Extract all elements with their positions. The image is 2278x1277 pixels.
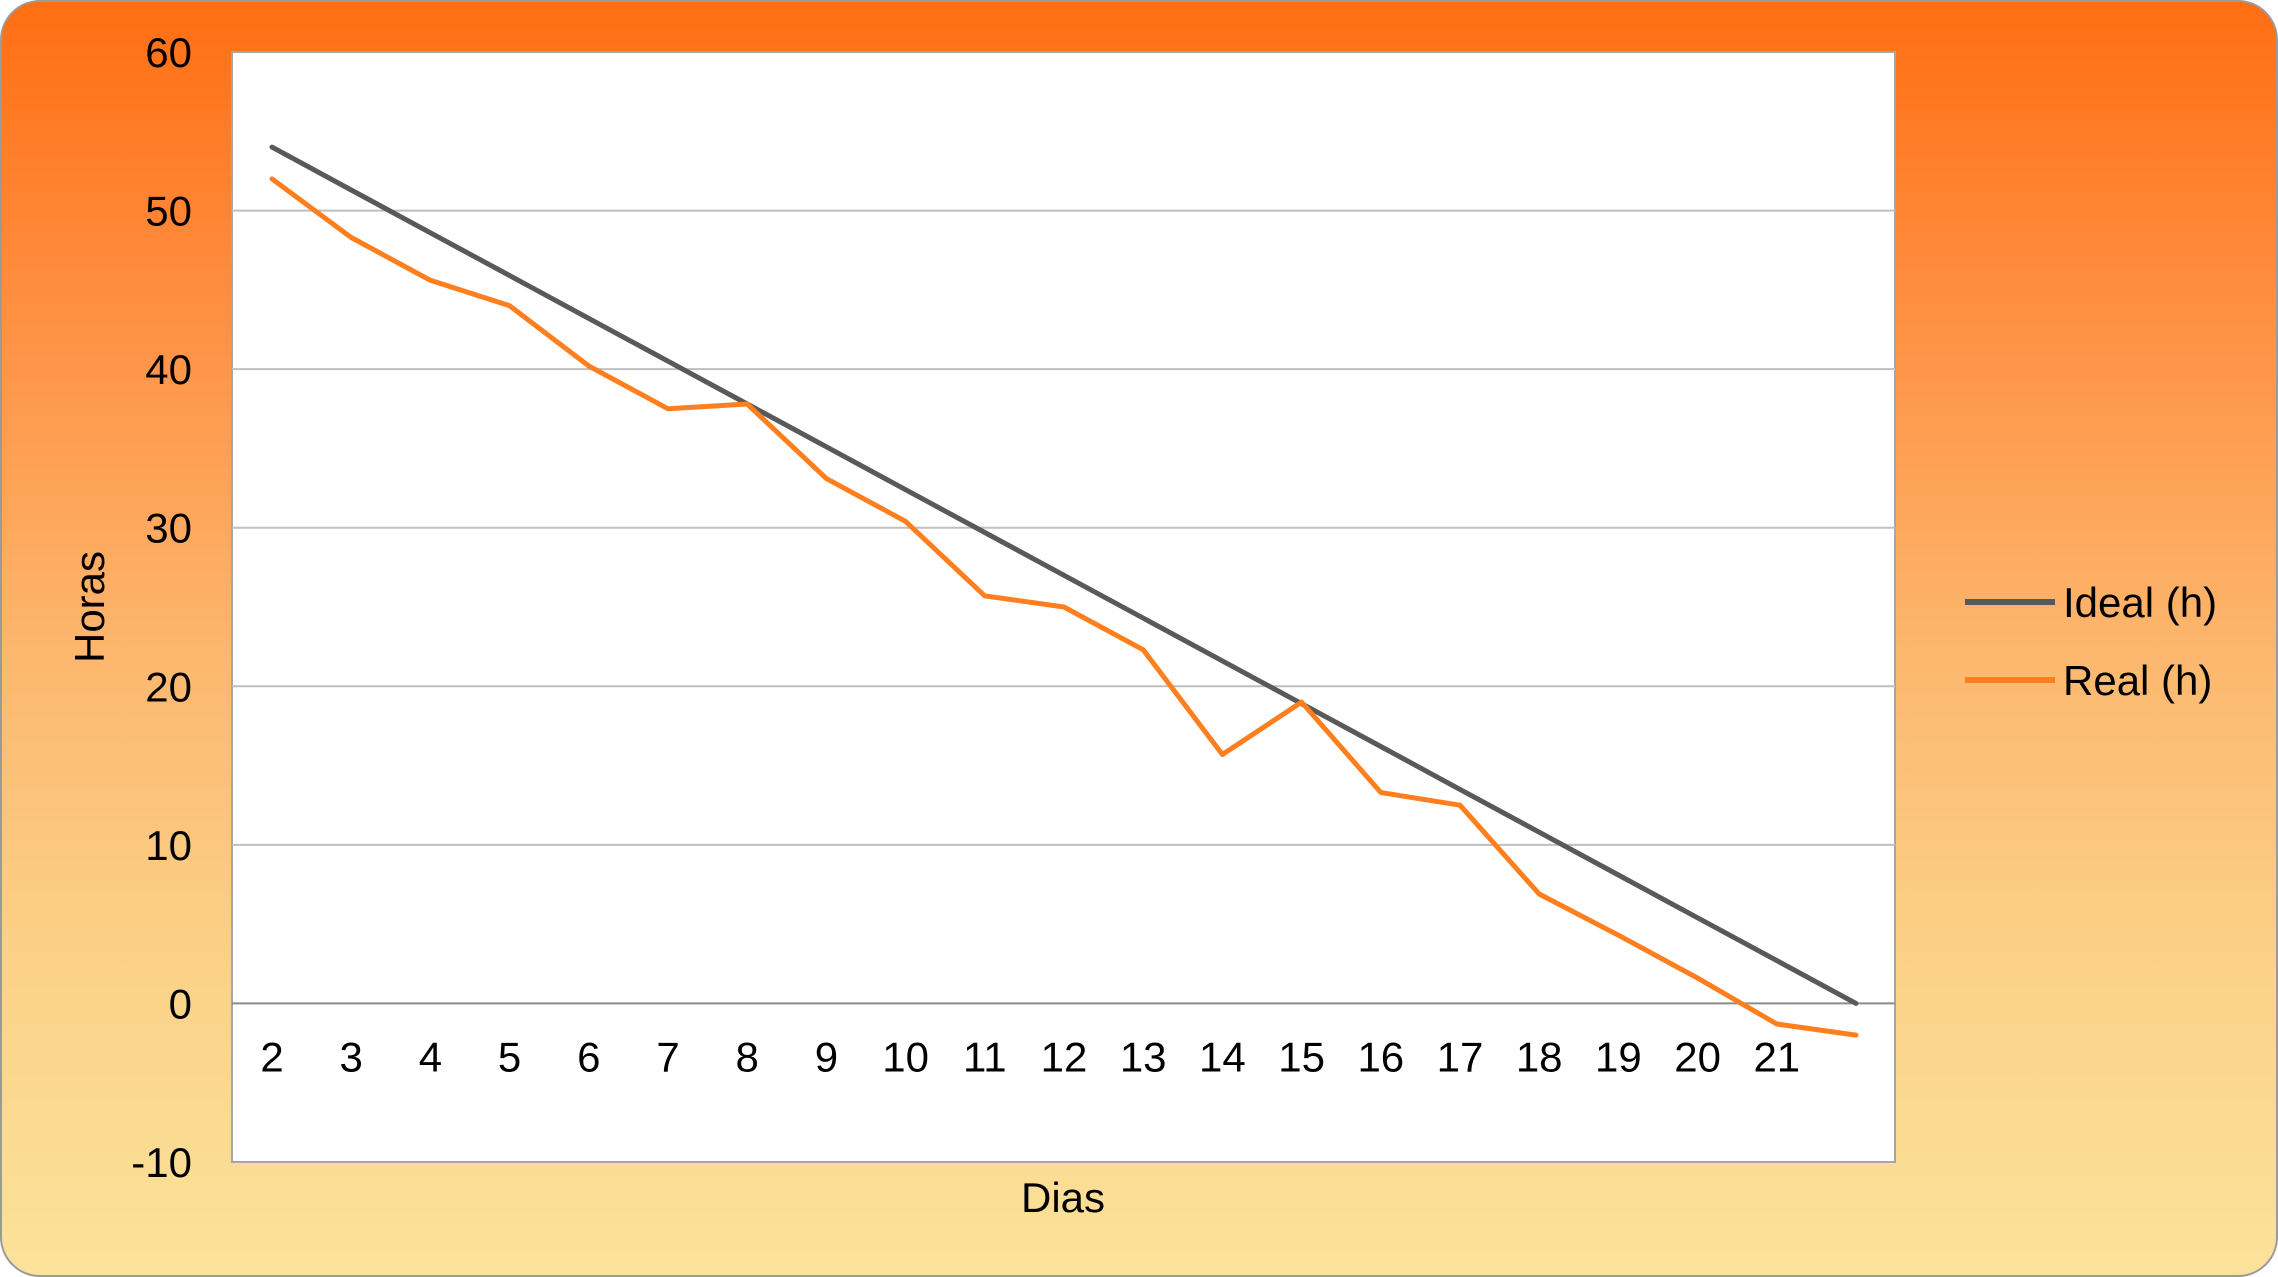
gridlines [232, 209, 1895, 1005]
x-tick-label: 20 [1674, 1033, 1721, 1080]
x-tick-label: 7 [656, 1033, 679, 1080]
x-tick-label: 19 [1595, 1033, 1642, 1080]
series-line-real [269, 176, 1859, 1038]
x-tick-label: 18 [1516, 1033, 1563, 1080]
x-tick-label: 8 [736, 1033, 759, 1080]
y-tick-label: -10 [131, 1139, 192, 1186]
legend-label: Real (h) [2063, 657, 2212, 704]
y-tick-label: 50 [145, 188, 192, 235]
x-tick-label: 17 [1437, 1033, 1484, 1080]
x-tick-label: 4 [419, 1033, 442, 1080]
x-tick-label: 9 [815, 1033, 838, 1080]
legend: Ideal (h) Real (h) [1965, 579, 2217, 704]
y-tick-label: 20 [145, 663, 192, 710]
x-tick-label: 5 [498, 1033, 521, 1080]
x-tick-label: 2 [260, 1033, 283, 1080]
y-tick-label: 60 [145, 29, 192, 76]
x-tick-label: 16 [1357, 1033, 1404, 1080]
y-tick-label: 0 [169, 980, 192, 1027]
x-axis-title: Dias [1021, 1174, 1105, 1221]
y-tick-label: 10 [145, 822, 192, 869]
x-tick-label: 11 [963, 1033, 1007, 1080]
y-axis-title: Horas [66, 551, 113, 663]
x-tick-label: 3 [340, 1033, 363, 1080]
legend-label: Ideal (h) [2063, 579, 2217, 626]
x-tick-label: 10 [882, 1033, 929, 1080]
x-tick-label: 14 [1199, 1033, 1246, 1080]
y-tick-label: 30 [145, 505, 192, 552]
y-axis-ticks: 60 50 40 30 20 10 0 -10 [131, 29, 192, 1186]
series-line-ideal [269, 144, 1859, 1006]
x-axis-ticks: 2 3 4 5 6 7 8 9 10 11 12 13 14 15 16 17 18 19 20 21 [260, 1033, 1800, 1080]
x-tick-label: 12 [1041, 1033, 1088, 1080]
y-tick-label: 40 [145, 346, 192, 393]
x-tick-label: 15 [1278, 1033, 1325, 1080]
series-lines [269, 144, 1859, 1038]
x-tick-label: 13 [1120, 1033, 1167, 1080]
x-tick-label: 6 [577, 1033, 600, 1080]
x-tick-label: 21 [1753, 1033, 1800, 1080]
